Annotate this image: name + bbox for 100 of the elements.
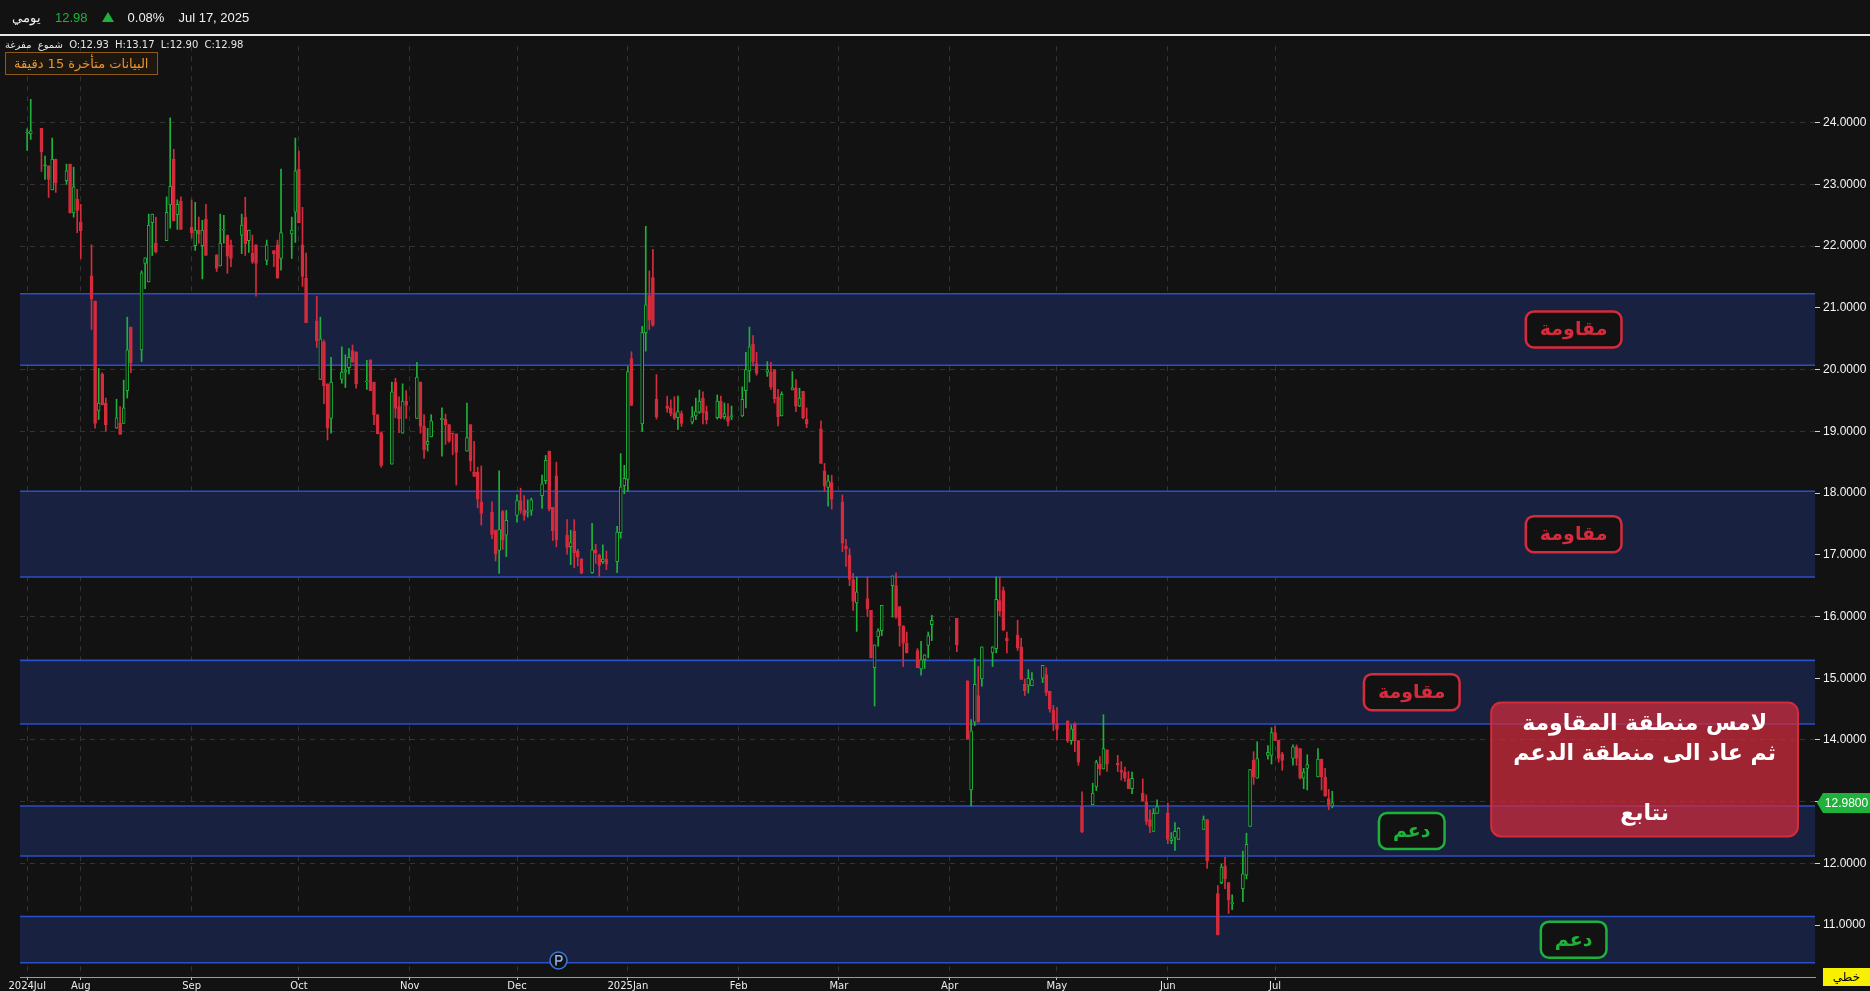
candlestick <box>601 544 605 564</box>
candlestick <box>247 229 251 253</box>
candlestick <box>279 168 283 271</box>
candlestick <box>765 361 770 377</box>
y-tick-label: 19.0000 <box>1823 423 1867 438</box>
band-label: مقاومة <box>1377 680 1446 704</box>
candlestick <box>314 295 319 348</box>
candlestick <box>347 348 351 375</box>
candlestick <box>329 356 333 434</box>
candlestick <box>522 495 526 521</box>
candlestick <box>1165 802 1170 845</box>
y-tick-label: 24.0000 <box>1823 115 1867 130</box>
candlestick <box>1098 756 1102 776</box>
candlestick <box>1030 672 1034 686</box>
candlestick <box>801 390 805 420</box>
x-tick-label: Sep <box>182 979 202 991</box>
candlestick <box>450 432 455 456</box>
candlestick <box>1155 799 1159 814</box>
candlestick <box>1065 720 1070 743</box>
candlestick <box>1291 744 1295 766</box>
candlestick <box>1019 637 1024 680</box>
candlestick <box>1130 771 1134 795</box>
y-tick-label: 15.0000 <box>1823 670 1867 685</box>
candlestick <box>1248 769 1252 827</box>
y-tick-label: 21.0000 <box>1823 300 1867 315</box>
x-tick-label: Feb <box>729 979 748 991</box>
candlestick <box>994 576 998 654</box>
candlestick <box>1080 791 1084 833</box>
y-tick-label: 16.0000 <box>1823 608 1867 623</box>
scale-button: خطي <box>1823 968 1870 986</box>
candlestick <box>1140 778 1145 802</box>
candlestick <box>919 640 923 676</box>
text: 12.9800 <box>1824 796 1869 811</box>
candlestick <box>826 474 830 507</box>
candlestick <box>68 163 72 214</box>
annotation: شموع مفرغة O:12.93 H:13.17 L:12.90 C:12.98 <box>5 39 244 51</box>
x-tick-label: Mar <box>829 979 850 991</box>
candlestick <box>454 433 459 486</box>
candlestick <box>1005 631 1009 654</box>
candlestick <box>1316 748 1320 778</box>
candlestick <box>1055 706 1059 741</box>
candlestick <box>955 618 959 653</box>
candlestick <box>415 361 419 419</box>
candlestick <box>93 300 97 429</box>
candlestick <box>239 213 244 254</box>
annotation: البيانات متأخرة 15 دقيقة <box>5 52 158 75</box>
candlestick <box>1105 749 1109 772</box>
candlestick <box>676 395 680 430</box>
candlestick <box>229 239 233 267</box>
candlestick <box>504 510 509 557</box>
text: Jul 17, 2025 <box>178 9 250 25</box>
candlestick <box>719 395 723 420</box>
candlestick <box>726 403 730 427</box>
candlestick <box>715 394 720 420</box>
x-tick-label: Aug <box>71 979 91 991</box>
x-tick-label: Dec <box>507 979 527 991</box>
candlestick <box>264 239 269 266</box>
candlestick <box>497 470 501 574</box>
candlestick <box>794 379 798 412</box>
candlestick <box>525 499 530 518</box>
candlestick <box>1094 760 1099 791</box>
candlestick <box>572 519 577 569</box>
candlestick <box>171 148 176 222</box>
candlestick <box>43 155 47 180</box>
candlestick <box>218 213 223 267</box>
candlestick <box>196 216 201 244</box>
x-tick-label: 2025Jan <box>607 979 649 991</box>
candlestick <box>515 494 519 523</box>
candlestick <box>665 395 670 413</box>
text: 12.98 <box>55 9 88 25</box>
candlestick <box>390 381 394 465</box>
candlestick <box>479 465 484 526</box>
candlestick <box>129 326 133 374</box>
y-tick-label: 22.0000 <box>1823 238 1867 253</box>
candlestick <box>53 158 58 193</box>
y-tick-label: 20.0000 <box>1823 361 1867 376</box>
candlestick <box>193 202 198 251</box>
candlestick <box>668 399 673 417</box>
candlestick <box>404 390 409 419</box>
candlestick <box>339 346 344 384</box>
y-tick-label: 23.0000 <box>1823 176 1867 191</box>
band-label: دعم <box>1554 927 1593 950</box>
text: يومي <box>12 9 41 25</box>
x-tick-label: Jul <box>1268 979 1282 991</box>
candlestick <box>976 666 981 723</box>
y-tick-label: 12.0000 <box>1823 855 1867 870</box>
candlestick <box>869 610 873 659</box>
candlestick <box>500 510 505 550</box>
candlestick <box>980 646 984 687</box>
candlestick <box>1173 822 1177 851</box>
candlestick <box>829 474 834 510</box>
candlestick <box>297 150 301 224</box>
y-tick-label: 11.0000 <box>1823 917 1866 932</box>
candlestick <box>1305 754 1310 791</box>
x-tick-label: Jun <box>1158 979 1176 991</box>
text: لامس منطقة المقاومة ثم عاد الى منطقة الدعم نتابع <box>1513 710 1777 826</box>
band-label: دعم <box>1392 818 1431 841</box>
candlestick <box>1022 678 1027 696</box>
candlestick <box>365 360 369 390</box>
candlestick <box>243 197 248 256</box>
